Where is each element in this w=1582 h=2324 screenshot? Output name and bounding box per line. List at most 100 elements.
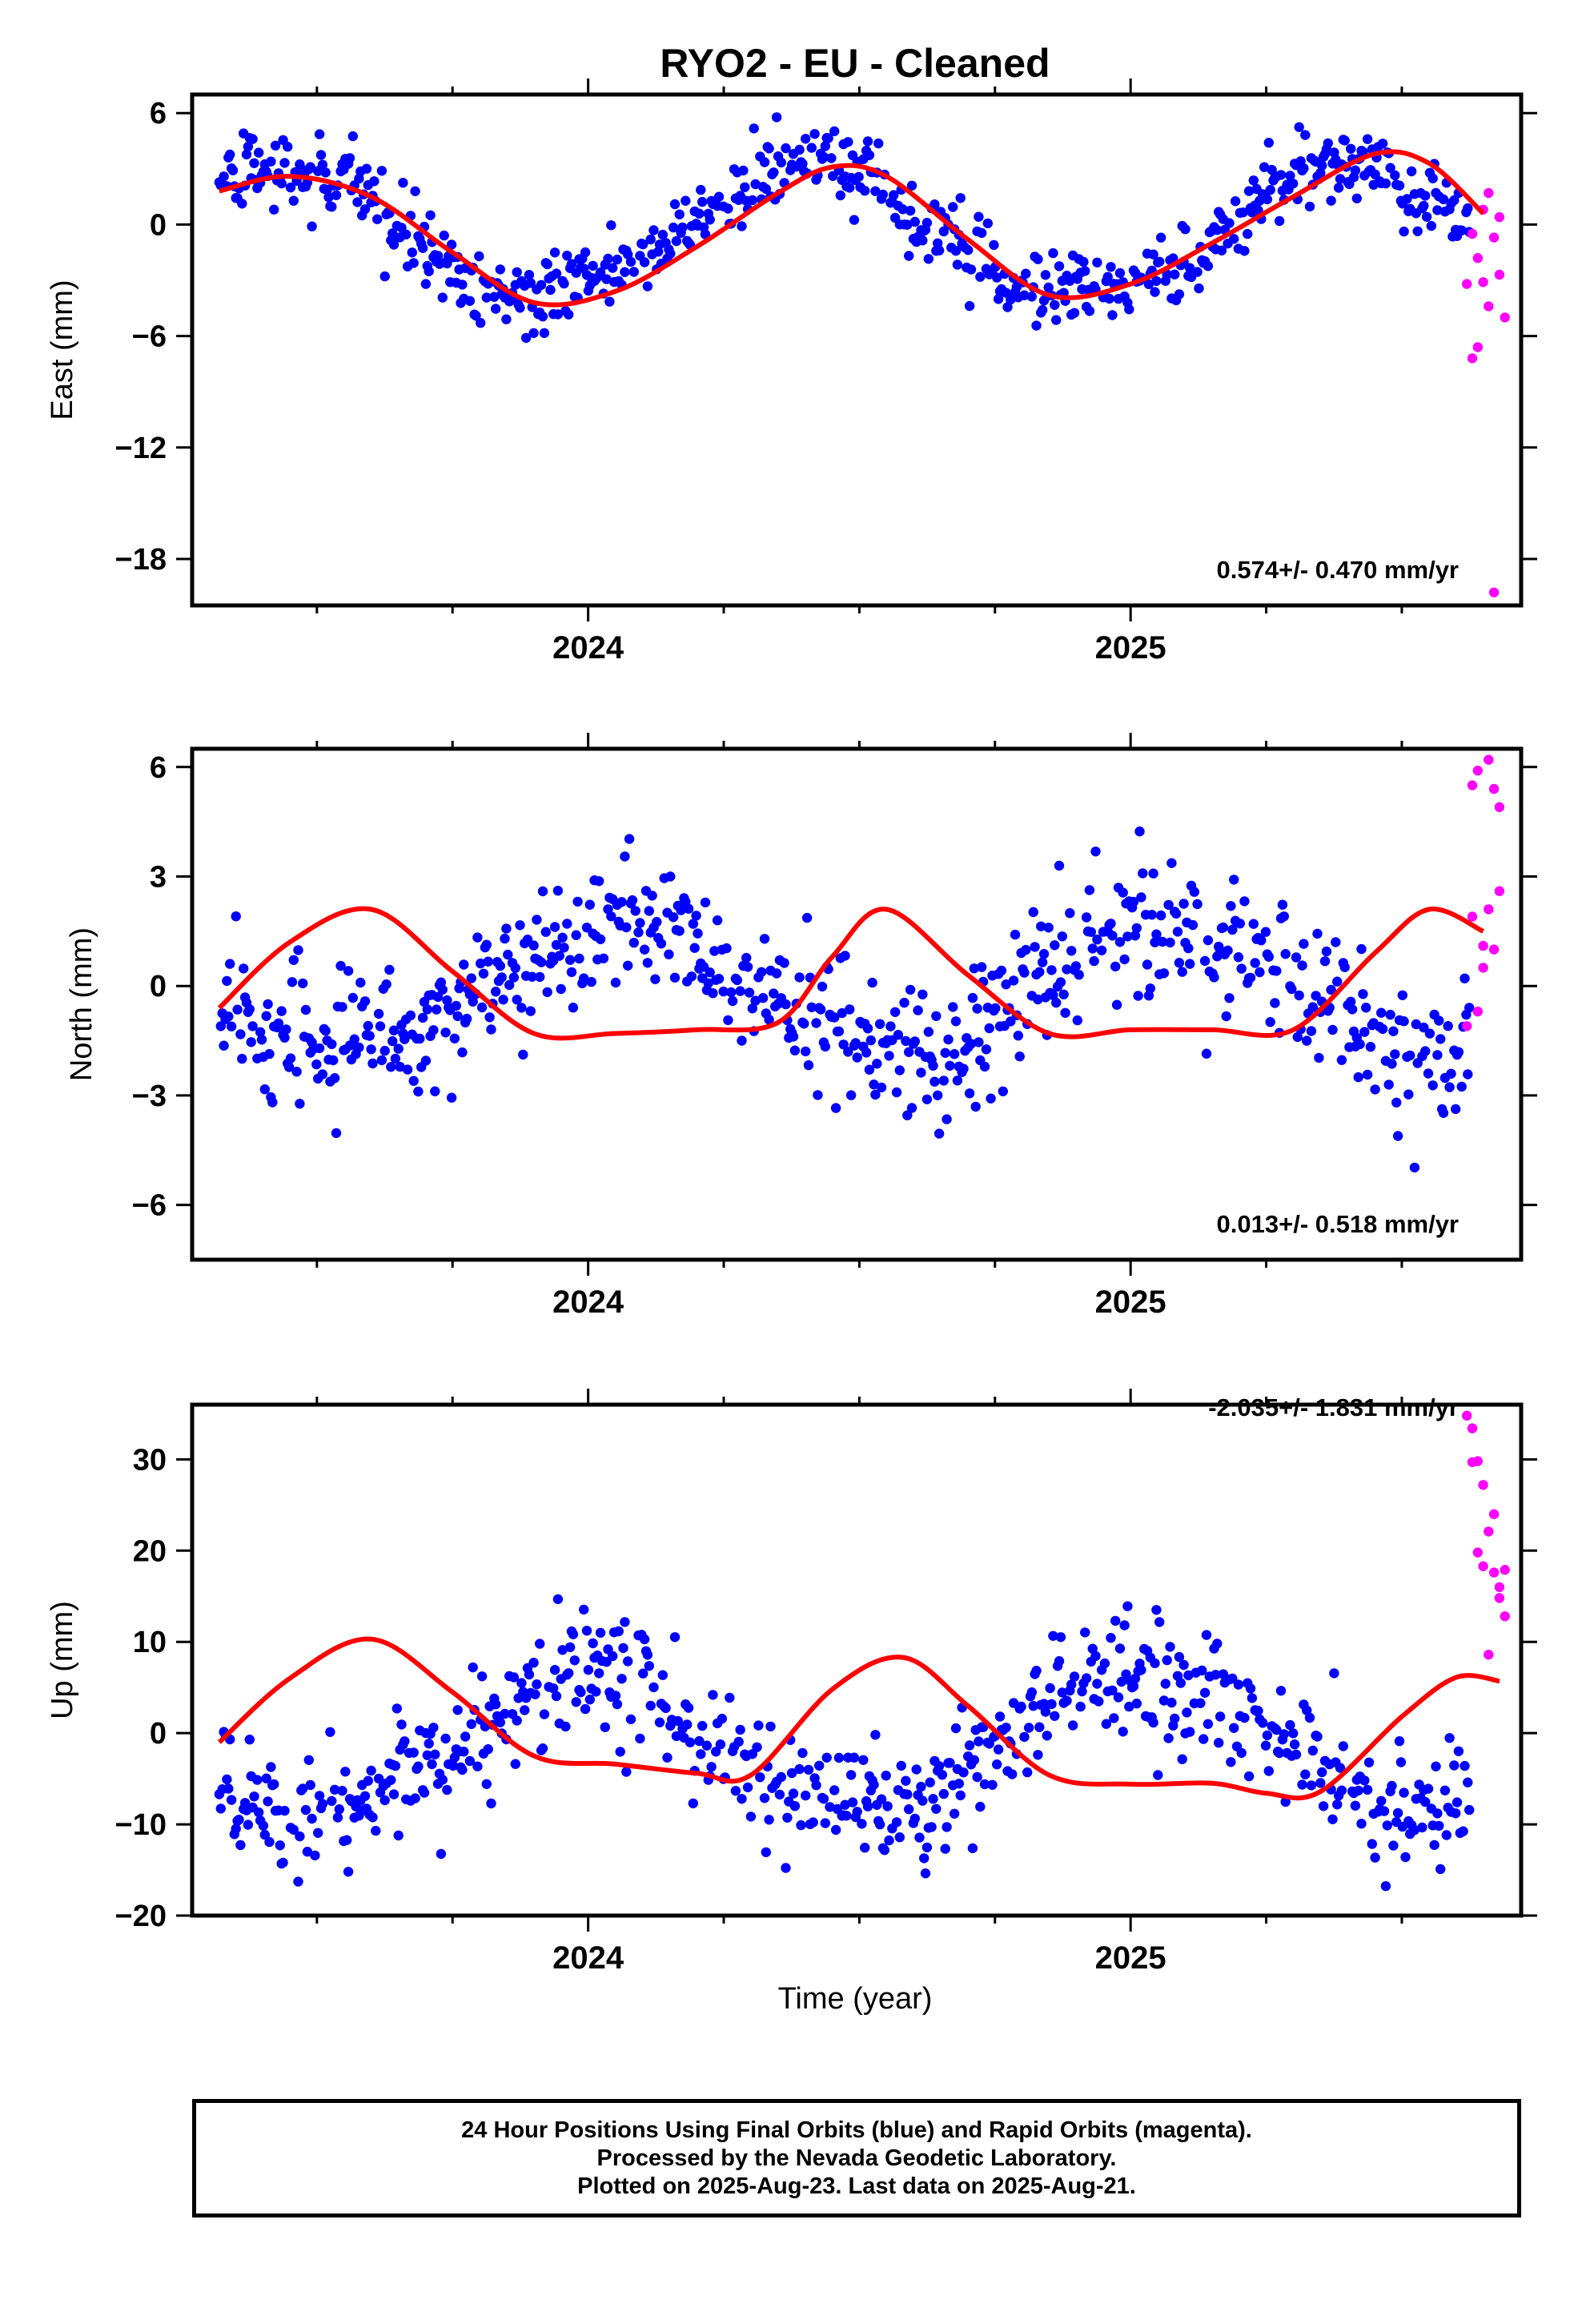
up-final-point [781,1863,791,1873]
east-final-point [1151,275,1162,287]
east-final-point [665,248,676,259]
east-rapid-point [1467,353,1478,364]
east-final-point [845,183,855,193]
east-final-point [1350,165,1361,175]
up-final-point [669,1632,681,1642]
north-final-point [276,1006,287,1016]
up-final-point [293,1876,303,1887]
east-final-point [524,270,535,280]
north-final-point [293,945,303,955]
up-final-point [424,1739,434,1749]
east-final-point [992,272,1002,283]
north-final-point [1463,1069,1473,1080]
up-final-point [833,1752,845,1763]
up-final-point [881,1771,891,1781]
north-rate-label: 0.013+/- 0.518 mm/yr [1217,1210,1459,1238]
north-final-point [225,959,235,969]
north-y-axis-label: North (mm) [65,927,98,1081]
north-final-point [1271,966,1282,976]
up-final-point [1376,1795,1387,1806]
north-rapid-point [1494,886,1505,896]
north-final-point [364,1031,375,1041]
east-final-point [750,179,761,190]
north-final-point [226,1021,237,1031]
east-final-point [1285,171,1295,181]
north-final-point [417,1012,428,1023]
north-final-point [440,1027,451,1038]
east-final-point [668,222,679,233]
north-final-point [916,1068,926,1078]
north-final-point [1358,989,1368,999]
north-final-point [1427,1080,1438,1091]
east-final-point [601,274,612,284]
up-final-point [1101,1719,1112,1729]
east-final-point [515,303,525,313]
north-final-point [512,995,522,1005]
up-final-point [520,1705,530,1715]
north-y-tick-label: 3 [150,861,167,895]
up-final-point [949,1808,960,1819]
east-final-point [862,136,873,147]
up-final-point [428,1723,439,1733]
north-final-point [606,911,616,922]
east-final-point [826,153,837,163]
north-final-point [379,1045,390,1056]
up-final-point [1075,1701,1086,1712]
up-final-point [1229,1723,1239,1733]
north-final-point [737,1035,747,1046]
north-final-point [688,919,698,929]
up-final-point [1023,1723,1034,1733]
up-final-point [1363,1757,1375,1767]
up-plot-frame [190,1402,1524,1918]
east-final-point [361,163,372,174]
up-final-point [1136,1665,1146,1675]
east-final-point [279,158,290,168]
up-final-point [1452,1797,1463,1807]
north-final-point [542,987,552,998]
east-final-point [1174,289,1185,300]
up-final-point [279,1805,290,1816]
north-final-point [1019,967,1030,978]
up-final-point [788,1788,799,1799]
north-final-point [1096,945,1107,956]
up-final-point [1121,1669,1131,1679]
up-final-point [972,1771,982,1783]
north-final-point [884,1051,894,1061]
east-final-point [369,176,379,187]
up-final-point [1116,1676,1127,1687]
north-final-point [261,1011,271,1021]
east-final-point [439,230,449,241]
up-final-point [697,1720,708,1731]
up-final-point [911,1764,921,1775]
north-final-point [1060,1007,1070,1019]
up-final-point [1332,1799,1343,1810]
north-final-point [979,1061,990,1072]
up-final-point [1215,1711,1226,1722]
east-final-point [1185,263,1195,273]
up-final-point [436,1848,447,1860]
east-final-point [1084,306,1095,316]
north-final-point [713,974,725,984]
north-final-point [1037,957,1048,967]
north-rapid-point [1484,754,1494,765]
up-final-point [1423,1783,1434,1794]
east-final-point [904,251,914,261]
north-rapid-point [1488,944,1500,955]
north-final-point [1312,928,1323,939]
north-final-point [845,1004,855,1015]
east-final-point [1339,135,1350,146]
north-final-point [1370,1084,1380,1095]
north-final-point [1046,965,1057,975]
up-final-point [1048,1630,1058,1641]
north-final-point [405,1010,416,1021]
up-final-point [1090,1651,1101,1662]
north-final-point [430,1086,440,1096]
up-final-point [1288,1728,1299,1739]
up-final-point [1122,1601,1133,1611]
north-final-point [1356,943,1367,955]
up-final-point [774,1789,785,1800]
up-final-point [440,1733,451,1744]
north-final-point [1057,931,1068,942]
north-final-point [718,986,729,997]
up-final-point [934,1761,945,1771]
